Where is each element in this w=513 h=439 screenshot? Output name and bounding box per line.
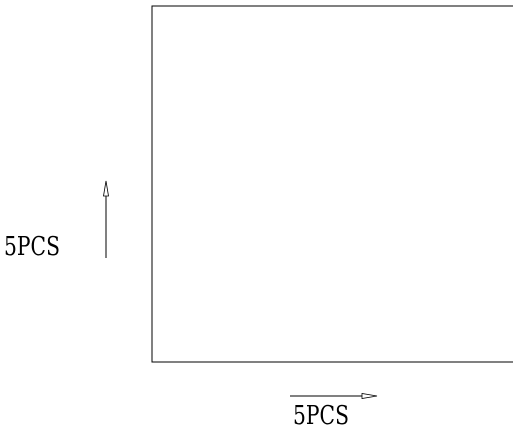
horizontal-count-label: 5PCS [293,401,349,431]
arrow-up-icon [103,180,109,258]
vertical-count-label: 5PCS [4,232,60,262]
arrow-right-icon [290,393,378,399]
panel-outline [151,5,513,363]
